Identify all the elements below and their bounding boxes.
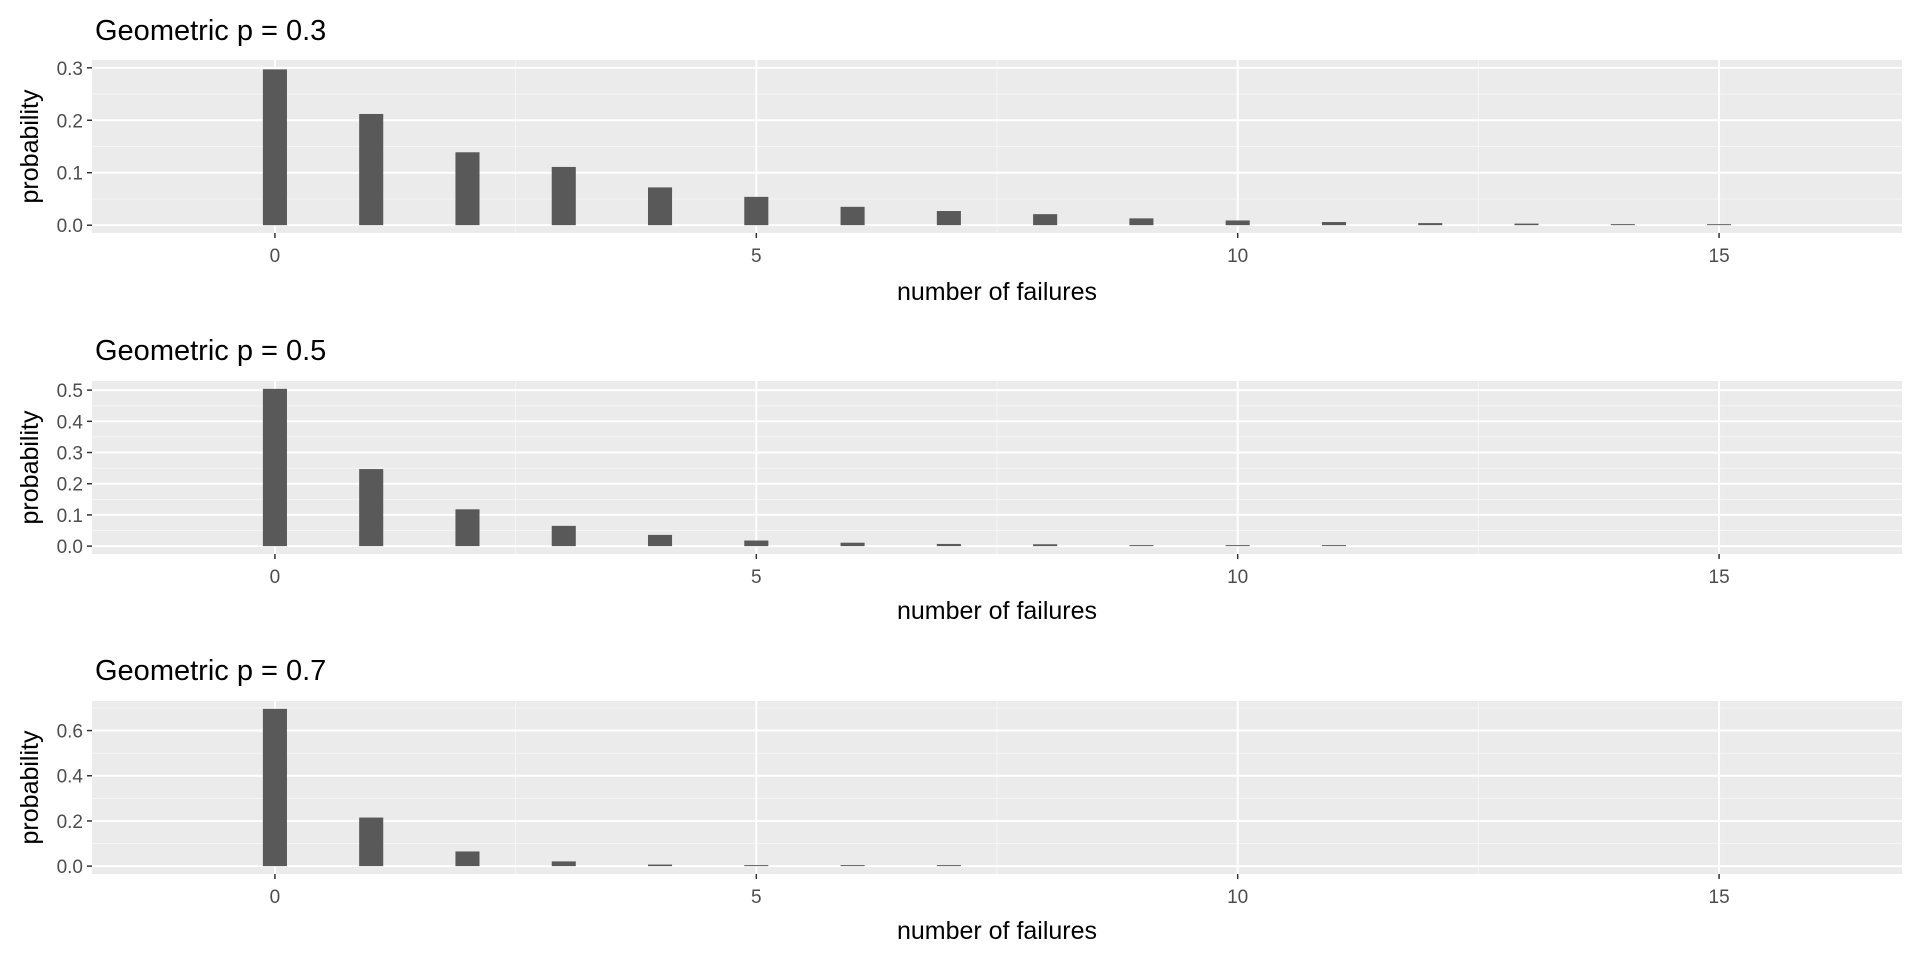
y-tick-label: 0.0 (57, 857, 83, 878)
bar-5 (744, 540, 769, 547)
plot-1-y-axis: 0.0 0.1 0.2 0.3 (57, 59, 92, 237)
bar-6 (840, 865, 865, 867)
plot-1-x-axis-title: number of failures (897, 278, 1097, 306)
y-tick-label: 0.4 (57, 412, 84, 433)
bar-1 (359, 469, 384, 547)
plot-1-y-axis-title: probability (16, 89, 44, 203)
x-tick-label: 15 (1709, 246, 1730, 267)
plot-1: Geometric p = 0.3 0.0 0.1 0.2 0.3 0 5 10 15 nu… (16, 15, 1902, 306)
bar-8 (1033, 544, 1058, 547)
bar-1 (359, 817, 384, 867)
x-tick-label: 0 (270, 246, 281, 267)
plot-2-x-axis: 0 5 10 15 (270, 554, 1730, 588)
bar-3 (551, 525, 576, 547)
x-tick-label: 15 (1709, 887, 1730, 908)
bar-0 (262, 708, 287, 867)
plot-2-title: Geometric p = 0.5 (95, 335, 326, 367)
y-tick-label: 0.2 (57, 475, 83, 496)
plot-3-x-axis-title: number of failures (897, 917, 1097, 945)
y-tick-label: 0.1 (57, 506, 83, 527)
x-tick-label: 0 (270, 567, 281, 588)
y-tick-label: 0.3 (57, 59, 83, 80)
bar-7 (936, 211, 961, 226)
bar-2 (455, 851, 480, 867)
x-tick-label: 10 (1227, 567, 1248, 588)
y-tick-label: 0.2 (57, 111, 83, 132)
bar-2 (455, 152, 480, 226)
bar-3 (551, 166, 576, 226)
x-tick-label: 10 (1227, 246, 1248, 267)
plot-2-bars (262, 388, 1347, 547)
plot-3-grid (92, 701, 1902, 874)
bar-4 (647, 187, 673, 226)
plot-2: Geometric p = 0.5 0.0 0.1 0.2 0.3 0.4 0.5 0 5 1… (16, 335, 1902, 625)
bar-14 (1610, 224, 1635, 226)
bar-9 (1129, 545, 1154, 547)
x-tick-label: 5 (751, 246, 762, 267)
plot-2-y-axis-title: probability (16, 410, 44, 524)
y-tick-label: 0.3 (57, 444, 83, 465)
plot-3-y-axis-title: probability (16, 730, 44, 844)
plot-2-x-axis-title: number of failures (897, 597, 1097, 625)
x-tick-label: 5 (751, 567, 762, 588)
plot-2-y-axis: 0.0 0.1 0.2 0.3 0.4 0.5 (57, 381, 92, 558)
plot-1-title: Geometric p = 0.3 (95, 15, 326, 47)
y-tick-label: 0.0 (57, 537, 83, 558)
y-tick-label: 0.0 (57, 216, 83, 237)
plot-1-x-axis: 0 5 10 15 (270, 233, 1730, 267)
bar-9 (1129, 218, 1154, 226)
bar-6 (840, 206, 865, 226)
bar-12 (1418, 223, 1443, 226)
bar-10 (1225, 545, 1250, 547)
bar-2 (455, 509, 480, 547)
y-tick-label: 0.2 (57, 812, 83, 833)
plot-3-bars (262, 708, 961, 867)
bar-15 (1707, 224, 1732, 226)
plot-3-title: Geometric p = 0.7 (95, 655, 326, 687)
bar-8 (1033, 214, 1058, 226)
bar-11 (1321, 222, 1347, 226)
plot-3: Geometric p = 0.7 0.0 0.2 0.4 0.6 0 5 10 15 nu… (16, 655, 1902, 945)
x-tick-label: 10 (1227, 887, 1248, 908)
plot-3-y-axis: 0.0 0.2 0.4 0.6 (57, 722, 92, 878)
bar-13 (1514, 223, 1539, 226)
y-tick-label: 0.5 (57, 381, 83, 402)
bar-11 (1321, 545, 1347, 547)
plot-2-grid (92, 381, 1902, 554)
y-tick-label: 0.6 (57, 722, 83, 743)
bar-7 (936, 865, 961, 867)
bar-1 (359, 113, 384, 226)
bar-6 (840, 542, 865, 547)
bar-4 (647, 534, 673, 547)
bar-10 (1225, 220, 1250, 226)
bar-5 (744, 865, 769, 867)
bar-7 (936, 543, 961, 547)
y-tick-label: 0.4 (57, 767, 84, 788)
bar-3 (551, 861, 576, 867)
plot-1-bars (262, 69, 1732, 226)
plot-3-x-axis: 0 5 10 15 (270, 874, 1730, 908)
bar-0 (262, 388, 287, 547)
bar-5 (744, 196, 769, 226)
x-tick-label: 0 (270, 887, 281, 908)
bar-0 (262, 69, 287, 226)
x-tick-label: 15 (1709, 567, 1730, 588)
y-tick-label: 0.1 (57, 164, 83, 185)
bar-4 (647, 864, 673, 867)
x-tick-label: 5 (751, 887, 762, 908)
